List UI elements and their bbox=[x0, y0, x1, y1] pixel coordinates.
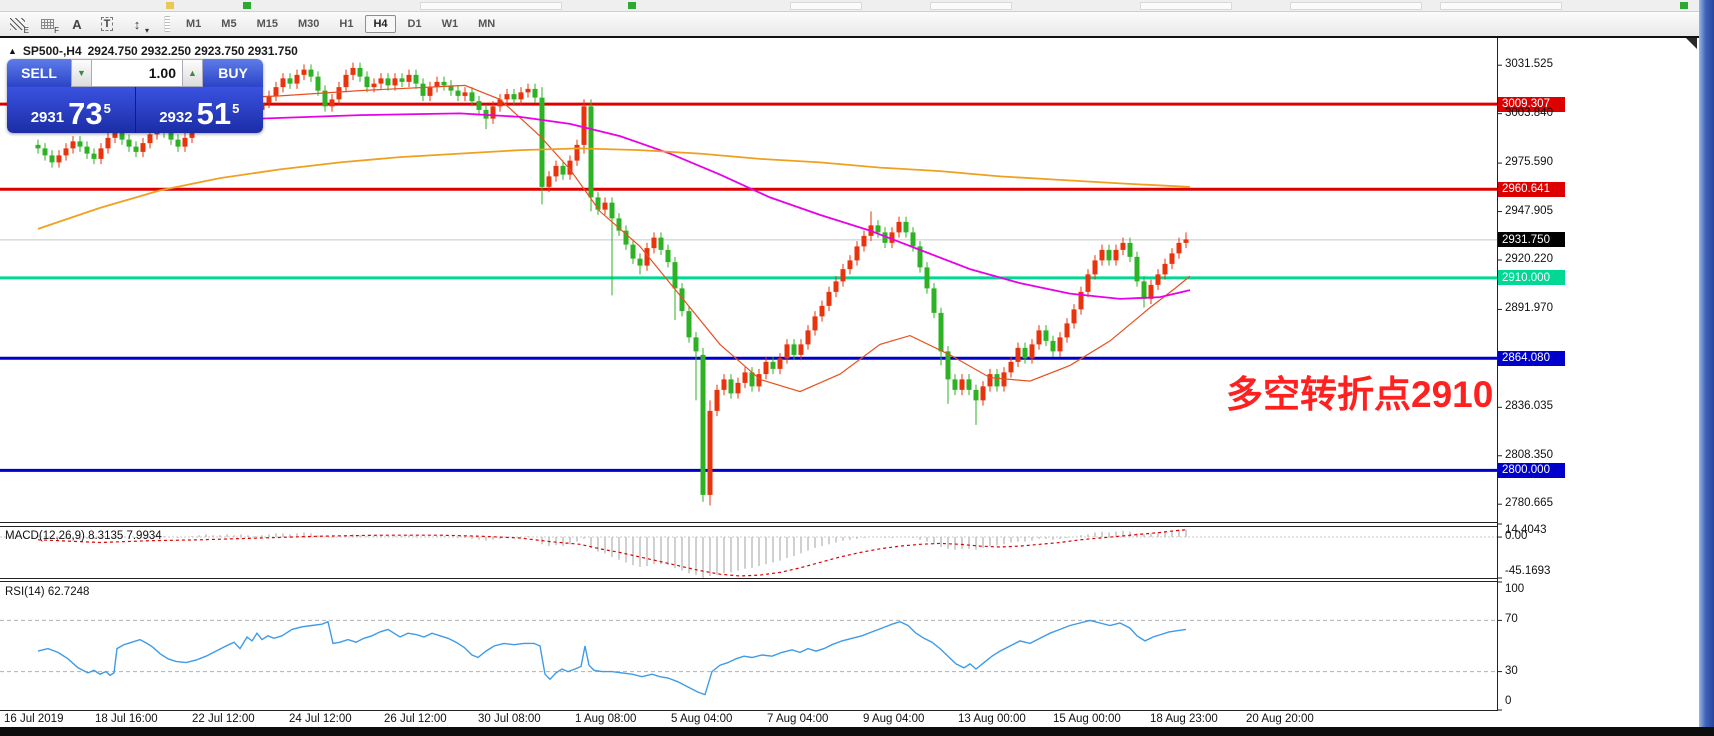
status-dot bbox=[166, 2, 174, 9]
x-axis-label: 7 Aug 04:00 bbox=[767, 713, 829, 725]
arrows-objects-icon[interactable]: ↕ ▾ bbox=[133, 16, 149, 36]
toolbar-fragment bbox=[1290, 2, 1422, 10]
chart-canvas[interactable] bbox=[0, 38, 1714, 736]
macd-axis-tick: 0.00 bbox=[1505, 530, 1528, 543]
price-badge: 3009.307 bbox=[1498, 96, 1565, 112]
text-label-icon[interactable]: A bbox=[72, 16, 82, 32]
price-badge: 2960.641 bbox=[1498, 181, 1565, 197]
volume-input[interactable]: 1.00 bbox=[92, 59, 182, 87]
status-dot bbox=[628, 2, 636, 9]
upper-toolbar-strip bbox=[0, 0, 1714, 12]
macd-axis-tick: -45.1693 bbox=[1505, 565, 1551, 577]
x-axis-label: 16 Jul 2019 bbox=[4, 713, 64, 725]
x-axis-label: 26 Jul 12:00 bbox=[384, 713, 447, 725]
price-badge: 2800.000 bbox=[1498, 462, 1565, 478]
rsi-axis-tick: 100 bbox=[1505, 583, 1525, 595]
grid-icon[interactable]: F bbox=[34, 14, 60, 35]
y-axis-tick: 2891.970 bbox=[1505, 302, 1553, 315]
x-axis-label: 24 Jul 12:00 bbox=[289, 713, 352, 725]
ma-fast bbox=[37, 84, 1191, 393]
chart-window: ▲ SP500-,H4 2924.750 2932.250 2923.750 2… bbox=[0, 36, 1714, 736]
buy-button[interactable]: BUY bbox=[203, 59, 263, 87]
ma-slow bbox=[37, 147, 1191, 230]
sell-price-display[interactable]: 2931 73 5 bbox=[7, 87, 136, 133]
timeframe-button-M30[interactable]: M30 bbox=[297, 18, 320, 30]
price-badge: 2910.000 bbox=[1498, 270, 1565, 286]
y-axis-tick: 3031.525 bbox=[1505, 58, 1553, 71]
toolbar-fragment bbox=[790, 2, 862, 10]
rsi-panel bbox=[0, 619, 1497, 696]
x-axis-label: 1 Aug 08:00 bbox=[575, 713, 637, 725]
y-axis-tick: 2975.590 bbox=[1505, 156, 1553, 169]
chart-annotation-text: 多空转折点2910 bbox=[1226, 374, 1494, 415]
y-axis-tick: 2780.665 bbox=[1505, 497, 1553, 510]
y-axis-tick: 2808.350 bbox=[1505, 448, 1553, 461]
x-axis-label: 18 Aug 23:00 bbox=[1150, 713, 1218, 725]
x-axis-label: 15 Aug 00:00 bbox=[1053, 713, 1121, 725]
rsi-axis-tick: 30 bbox=[1505, 664, 1518, 677]
candlesticks bbox=[35, 62, 1189, 506]
rsi-indicator-label: RSI(14) 62.7248 bbox=[5, 586, 90, 598]
price-badge: 2931.750 bbox=[1498, 232, 1565, 248]
timeframe-button-M15[interactable]: M15 bbox=[256, 18, 278, 30]
text-box-icon[interactable]: T bbox=[94, 14, 120, 34]
horizontal-level-lines bbox=[0, 102, 1497, 472]
y-axis-tick: 2947.905 bbox=[1505, 204, 1553, 217]
rsi-axis-tick: 0 bbox=[1505, 695, 1512, 707]
status-dot bbox=[243, 2, 251, 9]
y-axis-tick: 3003.840 bbox=[1505, 106, 1553, 119]
volume-decrease-button[interactable]: ▼ bbox=[71, 59, 92, 87]
y-axis-tick: 2836.035 bbox=[1505, 400, 1553, 413]
window-corner-icon bbox=[1686, 38, 1697, 49]
macd-indicator-label: MACD(12,26,9) 8.3135 7.9934 bbox=[5, 530, 162, 542]
timeframe-button-M5[interactable]: M5 bbox=[221, 18, 237, 30]
timeframe-button-M1[interactable]: M1 bbox=[186, 18, 202, 30]
timeframe-button-H4[interactable]: H4 bbox=[365, 15, 396, 33]
timeframe-button-D1[interactable]: D1 bbox=[407, 18, 422, 30]
bottom-bar bbox=[0, 727, 1714, 736]
macd-signal-line bbox=[37, 529, 1187, 577]
timeframe-button-W1[interactable]: W1 bbox=[441, 18, 459, 30]
window-right-border bbox=[1699, 0, 1714, 727]
volume-increase-button[interactable]: ▲ bbox=[182, 59, 203, 87]
moving-average-lines bbox=[37, 84, 1191, 393]
toolbar-fragment bbox=[930, 2, 1012, 10]
x-axis-label: 20 Aug 20:00 bbox=[1246, 713, 1314, 725]
sell-button[interactable]: SELL bbox=[7, 59, 71, 87]
one-click-trade-panel: SELL ▼ 1.00 ▲ BUY 2931 73 5 2932 51 5 bbox=[7, 59, 263, 133]
toolbar-fragment bbox=[1440, 2, 1562, 10]
x-axis-label: 18 Jul 16:00 bbox=[95, 713, 158, 725]
ma-mid bbox=[37, 112, 1191, 300]
chart-title: ▲ SP500-,H4 2924.750 2932.250 2923.750 2… bbox=[8, 44, 298, 58]
x-axis-label: 30 Jul 08:00 bbox=[478, 713, 541, 725]
toolbar: E F A T ↕ ▾ M1 M5 M15 M30 H1 H4 D1 W1 MN bbox=[0, 12, 1714, 37]
macd-panel bbox=[0, 529, 1497, 578]
x-axis-label: 22 Jul 12:00 bbox=[192, 713, 255, 725]
rsi-axis-tick: 70 bbox=[1505, 613, 1518, 626]
price-badge: 2864.080 bbox=[1498, 350, 1565, 366]
timeframe-button-H1[interactable]: H1 bbox=[339, 18, 354, 30]
macd-axis-tick: 14.4043 bbox=[1505, 524, 1547, 536]
rsi-line bbox=[37, 619, 1187, 696]
hatch-lines-icon[interactable]: E bbox=[4, 14, 30, 35]
toolbar-fragment bbox=[1140, 2, 1232, 10]
timeframe-buttons: M1 M5 M15 M30 H1 H4 D1 W1 MN bbox=[176, 15, 505, 33]
symbol-period-label: SP500-,H4 bbox=[22, 44, 82, 58]
panel-borders bbox=[0, 38, 1502, 711]
toolbar-fragment bbox=[420, 2, 562, 10]
x-axis-label: 5 Aug 04:00 bbox=[671, 713, 733, 725]
x-axis-label: 13 Aug 00:00 bbox=[958, 713, 1026, 725]
timeframe-button-MN[interactable]: MN bbox=[478, 18, 496, 30]
buy-price-display[interactable]: 2932 51 5 bbox=[159, 96, 240, 131]
collapse-arrow-icon[interactable]: ▲ bbox=[8, 46, 17, 56]
y-axis-tick: 2920.220 bbox=[1505, 252, 1553, 265]
status-dot bbox=[1680, 2, 1688, 9]
x-axis-label: 9 Aug 04:00 bbox=[863, 713, 925, 725]
ohlc-values: 2924.750 2932.250 2923.750 2931.750 bbox=[87, 44, 298, 58]
toolbar-drag-handle[interactable] bbox=[164, 16, 170, 32]
